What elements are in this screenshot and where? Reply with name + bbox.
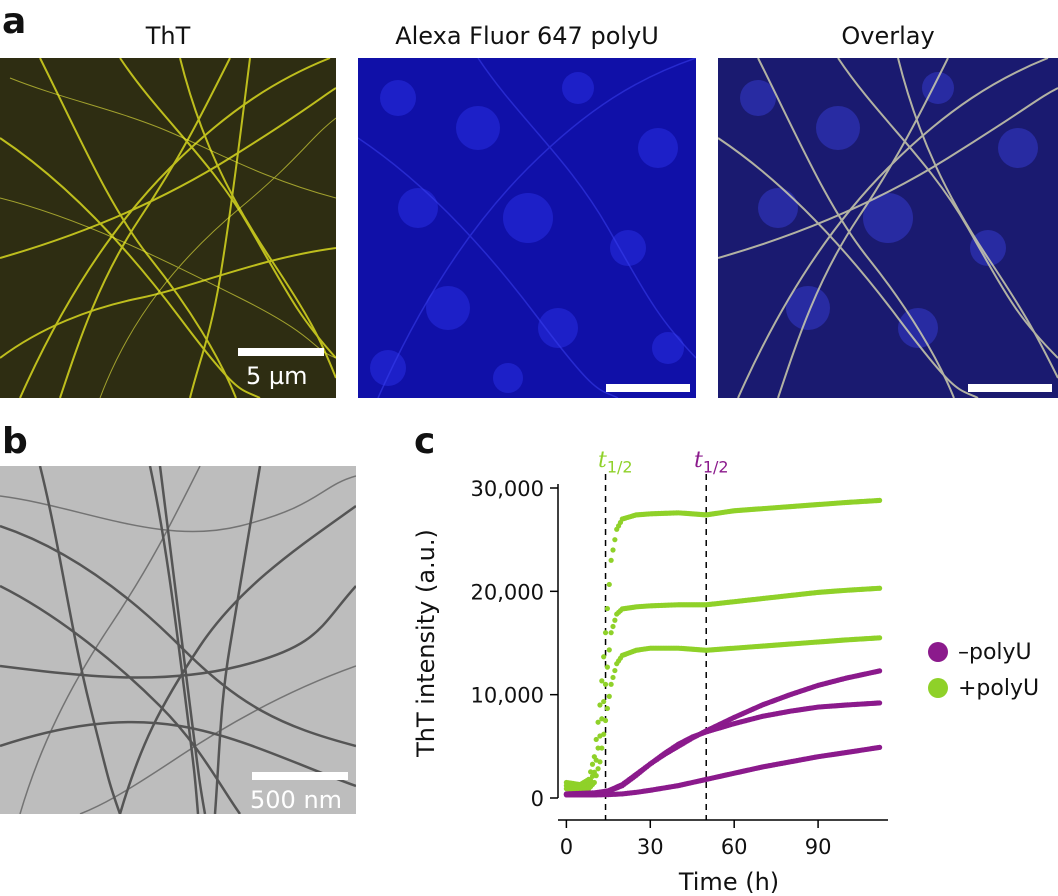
- t-half-label-polyU: t1/2: [598, 448, 633, 476]
- scale-bar-alexa: [606, 384, 690, 392]
- data-point: [606, 647, 612, 653]
- scale-bar-tht: [238, 348, 324, 356]
- x-tick-label: 30: [637, 835, 664, 859]
- legend-label-minus: –polyU: [958, 639, 1032, 665]
- data-point: [606, 693, 612, 699]
- series-1: [563, 585, 883, 791]
- data-point: [597, 759, 603, 765]
- title-overlay: Overlay: [841, 22, 935, 50]
- x-tick-label: 90: [805, 835, 832, 859]
- data-point: [604, 705, 611, 712]
- scale-bar-overlay: [968, 384, 1052, 392]
- data-point: [601, 654, 607, 660]
- data-point: [599, 745, 605, 751]
- data-point: [877, 635, 883, 641]
- data-point: [595, 719, 601, 725]
- data-point: [591, 779, 597, 786]
- data-point: [610, 674, 616, 681]
- t-half-sub: 1/2: [606, 457, 633, 477]
- data-point: [595, 766, 601, 772]
- data-point: [610, 547, 616, 553]
- legend-swatch-minus: [928, 642, 948, 662]
- t-half-sub: 1/2: [702, 457, 729, 477]
- series-4: [563, 700, 883, 797]
- chart-marks: [563, 497, 883, 798]
- data-point: [604, 664, 611, 670]
- data-point: [608, 630, 614, 636]
- data-point: [595, 745, 601, 751]
- x-tick-label: 0: [560, 835, 573, 859]
- scale-bar-tem: [252, 772, 348, 780]
- data-point: [593, 736, 599, 743]
- data-point: [608, 557, 614, 563]
- tht-fibrils: [0, 58, 336, 398]
- data-point: [588, 769, 594, 775]
- y-axis-label: ThT intensity (a.u.): [412, 529, 440, 758]
- y-tick-label: 30,000: [471, 477, 544, 501]
- data-point: [599, 678, 605, 684]
- data-point: [612, 667, 618, 674]
- panel-letter-a: a: [2, 1, 27, 42]
- scale-label-tht: 5 µm: [246, 362, 308, 390]
- legend-item-minus: –polyU: [928, 634, 1039, 670]
- series-0: [563, 497, 883, 788]
- data-point: [877, 744, 883, 750]
- series-2: [563, 635, 883, 794]
- panel-letter-b: b: [2, 421, 28, 462]
- data-point: [877, 668, 883, 674]
- data-point: [610, 623, 616, 630]
- data-point: [601, 731, 607, 737]
- x-axis-label: Time (h): [678, 868, 779, 896]
- tem-micrograph: 500 nm: [0, 466, 356, 814]
- data-point: [877, 585, 883, 591]
- tht-micrograph: 5 µm: [0, 58, 336, 398]
- title-alexa: Alexa Fluor 647 polyU: [395, 22, 659, 50]
- chart-axes: 0 10,000 20,000 30,000 0 30 60 90 Time (h) ThT in…: [412, 474, 888, 896]
- tem-fibrils: [0, 466, 356, 814]
- x-tick-label: 60: [721, 835, 748, 859]
- legend-label-plus: +polyU: [958, 675, 1040, 701]
- data-point: [877, 497, 883, 503]
- chart-legend: –polyU +polyU: [928, 634, 1039, 706]
- data-point: [612, 617, 618, 623]
- t-half-label-nopolyU: t1/2: [694, 448, 729, 476]
- title-tht: ThT: [145, 22, 191, 50]
- data-point: [604, 605, 611, 612]
- thT-kinetics-chart: 0 10,000 20,000 30,000 0 30 60 90 Time (h) ThT in…: [412, 474, 888, 896]
- data-point: [589, 761, 596, 767]
- t-half-base: t: [598, 448, 607, 473]
- y-tick-label: 10,000: [471, 684, 544, 708]
- data-point: [597, 702, 603, 708]
- alexa-texture: [358, 58, 696, 398]
- data-point: [602, 681, 609, 687]
- y-tick-label: 20,000: [471, 580, 544, 604]
- data-point: [606, 581, 612, 588]
- data-point: [601, 698, 607, 705]
- y-tick-label: 0: [531, 787, 544, 811]
- data-point: [608, 681, 614, 687]
- legend-item-plus: +polyU: [928, 670, 1039, 706]
- overlay-texture: [718, 58, 1058, 398]
- data-point: [877, 700, 883, 706]
- data-point: [593, 773, 599, 779]
- alexa-micrograph: [358, 58, 696, 398]
- legend-swatch-plus: [928, 678, 948, 698]
- series-5: [563, 744, 883, 798]
- t-half-base: t: [694, 448, 703, 473]
- data-point: [602, 630, 609, 636]
- panel-letter-c: c: [414, 421, 436, 462]
- data-point: [602, 717, 609, 724]
- scale-label-tem: 500 nm: [250, 786, 343, 814]
- overlay-micrograph: [718, 58, 1058, 398]
- data-point: [612, 537, 618, 543]
